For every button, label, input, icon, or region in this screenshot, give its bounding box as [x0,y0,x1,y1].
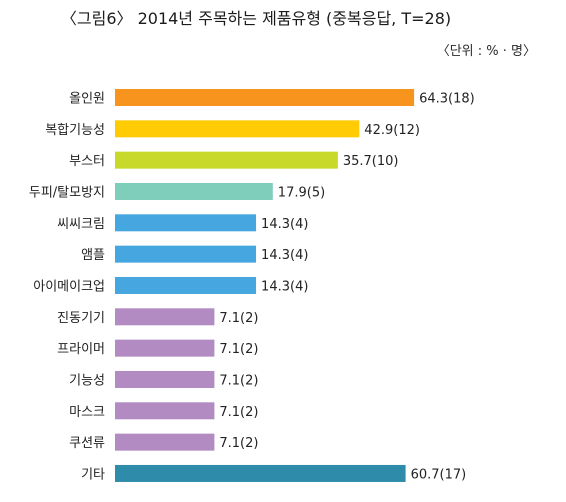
bar-13 [115,464,406,482]
data-label: 7.1(2) [219,342,258,357]
category-label: 기능성 [69,373,105,388]
category-label: 쿠션류 [69,436,105,451]
data-label: 17.9(5) [278,185,325,200]
category-label: 올인원 [69,92,105,107]
unit-label: 〈단위 : % · 명〉 [437,44,536,59]
bar-12 [115,433,215,451]
data-label: 7.1(2) [219,373,258,388]
bar-7 [115,276,257,294]
category-label: 두피/탈모방지 [29,185,105,200]
category-label: 아이메이크업 [33,279,105,294]
data-label: 7.1(2) [219,311,258,326]
bar-10 [115,370,215,388]
data-label: 64.3(18) [419,92,475,107]
category-label: 프라이머 [57,342,105,357]
data-labels: 64.3(18) 42.9(12) 35.7(10) 17.9(5) 14.3(4) 14… [219,92,474,483]
data-label: 14.3(4) [261,248,308,263]
bar-1 [115,89,415,106]
bar-6 [115,245,257,263]
data-label: 14.3(4) [261,217,308,232]
data-label: 14.3(4) [261,279,308,294]
category-label: 씨씨크림 [57,217,105,232]
category-label: 부스터 [69,154,105,169]
data-label: 7.1(2) [219,436,258,451]
chart-title: 〈그림6〉 2014년 주목하는 제품유형 (중복응답, T=28) [61,9,451,28]
data-label: 35.7(10) [343,154,399,169]
category-label: 복합기능성 [45,123,105,138]
bars-layer [115,89,415,482]
data-label: 42.9(12) [364,123,420,138]
category-label: 진동기기 [57,311,105,326]
category-label: 마스크 [69,405,105,420]
bar-5 [115,214,257,232]
data-label: 7.1(2) [219,405,258,420]
bar-3 [115,151,338,169]
bar-8 [115,308,215,326]
bar-11 [115,402,215,420]
data-label: 60.7(17) [411,467,467,482]
category-label: 앰플 [81,248,105,263]
category-labels: 올인원복합기능성부스터두피/탈모방지씨씨크림앰플아이메이크업진동기기프라이머기능… [29,92,105,483]
bar-2 [115,120,360,138]
bar-4 [115,182,273,200]
category-label: 기타 [81,467,105,482]
bar-9 [115,339,215,357]
